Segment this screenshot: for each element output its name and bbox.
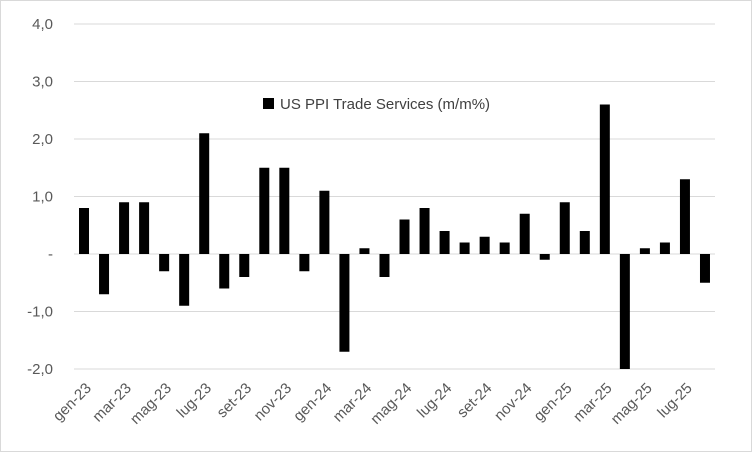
bar-lug-25 <box>679 179 690 254</box>
bars <box>79 104 710 369</box>
bar-ago-23 <box>219 254 230 289</box>
bar-apr-25 <box>619 254 630 369</box>
bar-nov-23 <box>279 167 290 254</box>
bar-mar-24 <box>359 248 370 254</box>
x-tick-label: mag-23 <box>127 380 175 428</box>
y-tick-label: -2,0 <box>27 361 53 378</box>
bar-nov-24 <box>519 213 530 254</box>
x-tick-label: lug-24 <box>414 380 456 422</box>
legend: US PPI Trade Services (m/m%) <box>263 96 490 113</box>
legend-label: US PPI Trade Services (m/m%) <box>280 96 490 113</box>
bar-lug-23 <box>199 133 210 254</box>
bar-dic-24 <box>539 254 550 260</box>
x-tick-label: lug-25 <box>654 380 696 422</box>
bar-mag-23 <box>159 254 170 272</box>
x-axis: gen-23mar-23mag-23lug-23set-23nov-23gen-… <box>50 380 696 428</box>
bar-giu-25 <box>659 242 670 254</box>
gridlines <box>74 23 715 370</box>
bar-mag-24 <box>399 219 410 254</box>
bar-ago-24 <box>459 242 470 254</box>
bar-gen-24 <box>319 190 330 254</box>
x-tick-label: mar-25 <box>570 380 616 426</box>
x-tick-label: nov-23 <box>251 380 295 424</box>
bar-gen-23 <box>79 208 90 254</box>
y-tick-label: 2,0 <box>32 131 53 148</box>
x-tick-label: mag-24 <box>367 380 415 428</box>
bar-apr-23 <box>139 202 150 254</box>
x-tick-label: mar-24 <box>330 380 376 426</box>
bar-ott-24 <box>499 242 510 254</box>
bar-feb-24 <box>339 254 350 352</box>
y-tick-label: - <box>48 246 53 263</box>
y-tick-label: 4,0 <box>32 16 53 33</box>
x-tick-label: gen-25 <box>531 380 576 425</box>
y-tick-label: 1,0 <box>32 189 53 206</box>
x-tick-label: lug-23 <box>174 380 216 422</box>
bar-ott-23 <box>259 167 270 254</box>
bar-apr-24 <box>379 254 390 277</box>
x-tick-label: mag-25 <box>608 380 656 428</box>
x-tick-label: gen-24 <box>290 380 335 425</box>
bar-feb-23 <box>99 254 110 295</box>
y-tick-label: -1,0 <box>27 304 53 321</box>
bar-giu-24 <box>419 208 430 254</box>
x-tick-label: set-24 <box>454 380 496 422</box>
x-tick-label: gen-23 <box>50 380 95 425</box>
bar-mar-25 <box>599 104 610 254</box>
bar-mag-25 <box>639 248 650 254</box>
bar-giu-23 <box>179 254 190 306</box>
bar-gen-25 <box>559 202 570 254</box>
bar-ago-25 <box>699 254 710 283</box>
bar-set-24 <box>479 236 490 254</box>
x-tick-label: nov-24 <box>491 380 535 424</box>
bar-set-23 <box>239 254 250 277</box>
bar-dic-23 <box>299 254 310 272</box>
x-tick-label: set-23 <box>214 380 256 422</box>
x-tick-label: mar-23 <box>89 380 135 426</box>
bar-lug-24 <box>439 231 450 254</box>
legend-swatch <box>263 98 274 109</box>
bar-feb-25 <box>579 231 590 254</box>
y-axis: 4,0 3,0 2,0 1,0 - -1,0 -2,0 <box>27 16 53 378</box>
y-tick-label: 3,0 <box>32 74 53 91</box>
bar-mar-23 <box>119 202 130 254</box>
